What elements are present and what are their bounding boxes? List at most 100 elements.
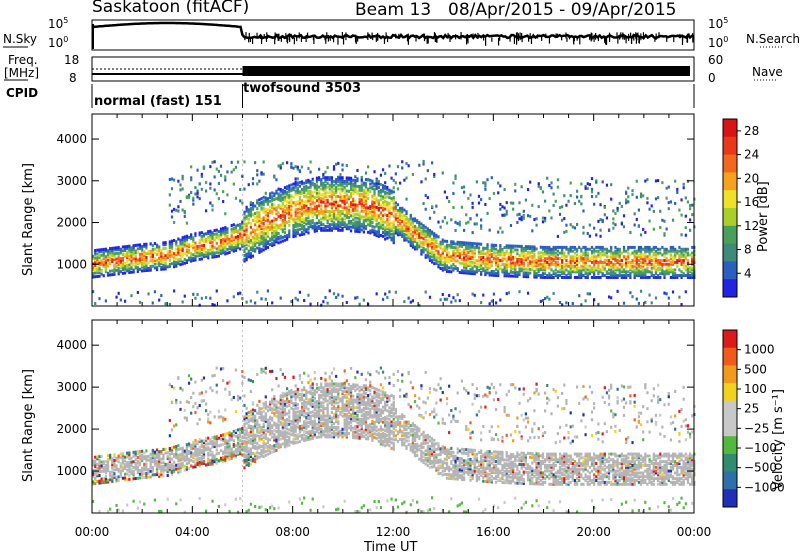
power-scatter-cell [309, 303, 311, 306]
power-scatter-cell [147, 267, 149, 270]
power-scatter-cell [388, 164, 390, 167]
power-scatter-cell [237, 235, 239, 238]
power-scatter-cell [199, 182, 201, 185]
velocity-scatter-cell [130, 468, 132, 471]
power-scatter-cell [263, 222, 265, 225]
power-scatter-cell [444, 240, 446, 243]
power-scatter-cell [96, 266, 98, 269]
power-scatter-cell [243, 188, 245, 191]
power-scatter-cell [648, 246, 650, 249]
power-scatter-cell [463, 256, 465, 259]
power-scatter-cell [309, 171, 311, 174]
power-scatter-cell [578, 246, 580, 249]
power-scatter-cell [280, 297, 282, 300]
velocity-scatter-cell [103, 477, 105, 480]
power-scatter-cell [576, 196, 578, 199]
power-scatter-cell [463, 185, 465, 188]
power-scatter-cell [642, 228, 644, 231]
power-scatter-cell [348, 195, 350, 198]
power-scatter-cell [233, 236, 235, 239]
power-scatter-cell [303, 299, 305, 302]
power-scatter-cell [420, 180, 422, 183]
power-scatter-cell [580, 182, 582, 185]
power-scatter-cell [644, 268, 646, 271]
power-scatter-cell [226, 227, 228, 230]
power-scatter-cell [222, 238, 224, 241]
power-scatter-cell [495, 301, 497, 304]
velocity-scatter-cell [107, 479, 109, 482]
power-scatter-cell [454, 252, 456, 255]
power-scatter-cell [582, 209, 584, 212]
power-scatter-cell [482, 247, 484, 250]
power-scatter-cell [243, 211, 245, 214]
velocity-scatter-cell [169, 383, 171, 386]
power-scatter-cell [235, 166, 237, 169]
power-scatter-cell [173, 221, 175, 224]
power-scatter-cell [365, 189, 367, 192]
power-scatter-cell [331, 218, 333, 221]
velocity-scatter-cell [133, 460, 135, 463]
power-scatter-cell [503, 188, 505, 191]
power-scatter-cell [331, 202, 333, 205]
power-scatter-cell [448, 270, 450, 273]
velocity-scatter-cell [188, 401, 190, 404]
power-scatter-cell [192, 244, 194, 247]
power-scatter-cell [512, 250, 514, 253]
power-scatter-cell [433, 262, 435, 265]
power-scatter-cell [154, 263, 156, 266]
power-scatter-cell [563, 263, 565, 266]
power-scatter-cell [666, 197, 668, 200]
power-scatter-cell [388, 189, 390, 192]
power-scatter-cell [582, 226, 584, 229]
power-scatter-cell [405, 177, 407, 180]
power-scatter-cell [288, 220, 290, 223]
power-scatter-cell [327, 204, 329, 207]
power-scatter-cell [282, 196, 284, 199]
power-scatter-cell [514, 183, 516, 186]
power-scatter-cell [299, 291, 301, 294]
velocity-scatter-cell [124, 473, 126, 476]
power-scatter-cell [604, 252, 606, 255]
power-scatter-cell [680, 233, 682, 236]
power-scatter-cell [263, 231, 265, 234]
power-scatter-cell [612, 270, 614, 273]
power-scatter-cell [450, 218, 452, 221]
power-scatter-cell [585, 267, 587, 270]
power-scatter-cell [263, 207, 265, 210]
power-scatter-cell [111, 269, 113, 272]
velocity-scatter-cell [203, 445, 205, 448]
power-scatter-cell [553, 246, 555, 249]
power-scatter-cell [186, 222, 188, 225]
power-scatter-cell [450, 301, 452, 304]
velocity-scatter-cell [184, 409, 186, 412]
power-scatter-cell [687, 248, 689, 251]
velocity-scatter-cell [118, 475, 120, 478]
power-scatter-cell [555, 200, 557, 203]
power-scatter-cell [367, 179, 369, 182]
power-scatter-cell [518, 267, 520, 270]
power-scatter-cell [243, 258, 245, 261]
velocity-scatter-cell [101, 461, 103, 464]
velocity-scatter-cell [128, 478, 130, 481]
velocity-scatter-cell [133, 466, 135, 469]
power-scatter-cell [472, 261, 474, 264]
power-scatter-cell [657, 248, 659, 251]
power-scatter-cell [348, 182, 350, 185]
power-scatter-cell [324, 202, 326, 205]
power-scatter-cell [337, 204, 339, 207]
power-scatter-cell [623, 246, 625, 249]
power-scatter-cell [243, 216, 245, 219]
power-scatter-cell [525, 268, 527, 271]
power-scatter-cell [141, 245, 143, 248]
power-scatter-cell [393, 196, 395, 199]
velocity-scatter-cell [167, 474, 169, 477]
power-scatter-cell [205, 189, 207, 192]
power-scatter-cell [580, 195, 582, 198]
power-scatter-cell [384, 200, 386, 203]
power-scatter-cell [674, 261, 676, 264]
power-scatter-cell [356, 217, 358, 220]
power-scatter-cell [341, 176, 343, 179]
velocity-scatter-cell [133, 477, 135, 480]
power-scatter-cell [480, 227, 482, 230]
